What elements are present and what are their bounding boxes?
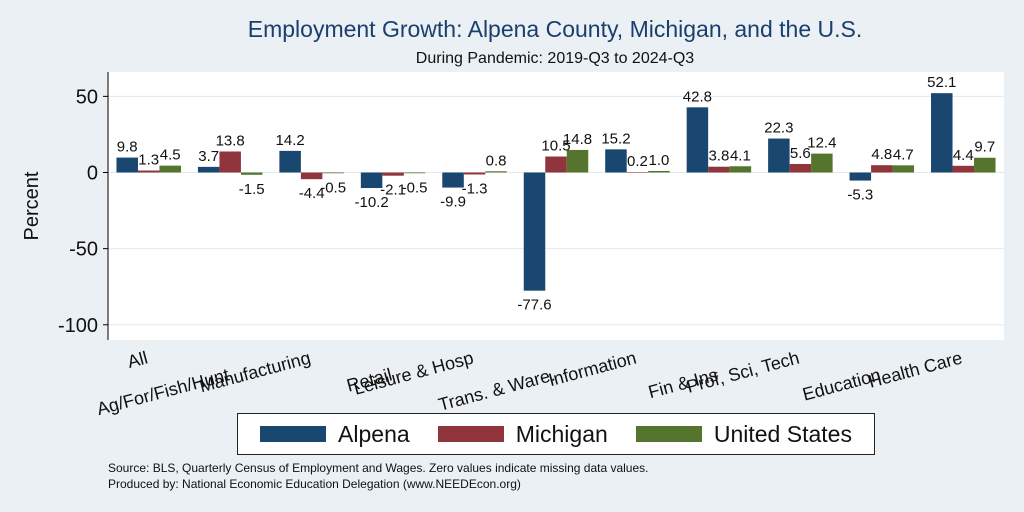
legend-item-michigan: Michigan (437, 420, 608, 448)
bar-value-label: 14.2 (276, 132, 305, 149)
footer-notes: Source: BLS, Quarterly Census of Employm… (108, 460, 648, 492)
bar-value-label: 4.7 (893, 146, 914, 163)
x-tick-label: Health Care (866, 348, 964, 392)
legend-swatch-alpena (260, 426, 327, 442)
bar-value-label: 3.8 (708, 148, 729, 165)
bar-value-label: -1.5 (239, 181, 265, 198)
bar-alpena (197, 166, 220, 173)
bar-michigan (545, 156, 567, 173)
bar-michigan (382, 172, 404, 176)
bar-alpena (279, 150, 301, 173)
bar-value-label: 4.8 (871, 146, 892, 163)
legend: Alpena Michigan United States (237, 413, 875, 455)
footer-producer: Produced by: National Economic Education… (108, 477, 521, 491)
y-tick-label: -100 (58, 315, 98, 337)
bar-alpena (931, 93, 953, 173)
bar-value-label: 13.8 (216, 132, 245, 149)
bar-alpena (686, 107, 709, 173)
bar-value-label: -5.3 (847, 187, 873, 204)
bar-united-states (240, 172, 263, 175)
bar-value-label: 1.0 (649, 152, 670, 169)
x-tick-label: Information (546, 348, 638, 391)
bar-value-label: -10.2 (354, 194, 388, 211)
bar-united-states (729, 166, 752, 173)
bar-value-label: -0.5 (402, 179, 428, 196)
bar-value-label: 0.2 (627, 153, 648, 170)
bar-value-label: 1.3 (138, 152, 159, 169)
bar-value-label: 4.4 (953, 147, 974, 164)
footer-source: Source: BLS, Quarterly Census of Employm… (108, 461, 649, 475)
bar-value-label: 52.1 (927, 74, 956, 91)
bar-united-states (159, 165, 181, 173)
bar-alpena (523, 172, 546, 291)
bar-value-label: -2.1 (380, 182, 406, 199)
bar-value-label: 3.7 (198, 148, 219, 165)
x-tick-label: Prof, Sci, Tech (684, 348, 801, 397)
bar-united-states (485, 171, 507, 173)
bar-value-label: 0.8 (486, 152, 507, 169)
bar-value-label: -4.4 (299, 185, 325, 202)
legend-item-alpena: Alpena (260, 421, 410, 448)
bar-united-states (322, 172, 344, 174)
y-tick-label: 50 (76, 86, 98, 108)
plot-background (108, 72, 1004, 340)
bar-alpena (116, 157, 138, 173)
y-axis-label: Percent (21, 171, 43, 240)
bar-alpena (605, 149, 627, 173)
y-tick-label: -50 (69, 239, 98, 261)
bar-value-label: 10.5 (541, 138, 570, 155)
bar-united-states (403, 172, 426, 174)
y-tick-label: 0 (87, 163, 98, 185)
legend-swatch-united-states (635, 426, 702, 442)
legend-label-alpena: Alpena (338, 420, 410, 447)
bar-value-label: -0.5 (320, 179, 346, 196)
bar-alpena (442, 172, 464, 188)
bar-value-label: 15.2 (601, 130, 630, 147)
bar-united-states (811, 153, 833, 173)
bar-value-label: 9.8 (117, 139, 138, 156)
bar-value-label: 14.8 (563, 131, 592, 148)
bar-michigan (300, 172, 323, 180)
bar-michigan (463, 172, 486, 175)
bar-value-label: 5.6 (790, 145, 811, 162)
legend-swatch-michigan (437, 426, 504, 442)
bar-value-label: 4.1 (730, 147, 751, 164)
x-tick-label: All (125, 348, 150, 372)
bar-united-states (974, 157, 996, 173)
bar-value-label: 12.4 (807, 135, 836, 152)
chart-title: Employment Growth: Alpena County, Michig… (247, 16, 863, 42)
chart-subtitle: During Pandemic: 2019-Q3 to 2024-Q3 (415, 50, 695, 67)
bar-alpena (360, 172, 383, 189)
bar-united-states (648, 170, 670, 173)
bar-michigan (952, 165, 975, 173)
legend-label-michigan: Michigan (515, 420, 608, 447)
bar-value-label: 4.5 (160, 147, 181, 164)
bar-michigan (219, 151, 241, 173)
bar-value-label: -9.9 (440, 194, 466, 211)
bar-michigan (789, 163, 812, 173)
bar-michigan (626, 172, 649, 173)
bar-michigan (708, 166, 730, 173)
bar-value-label: -1.3 (462, 180, 488, 197)
bar-value-label: 22.3 (764, 120, 793, 137)
bar-alpena (768, 138, 790, 173)
legend-item-united-states: United States (635, 420, 852, 448)
bar-alpena (849, 172, 872, 181)
legend-label-united-states: United States (713, 420, 852, 447)
bar-value-label: 9.7 (974, 139, 995, 156)
bar-michigan (137, 170, 160, 173)
x-tick-label: Manufacturing (197, 348, 312, 397)
bar-value-label: 42.8 (683, 88, 712, 105)
bar-united-states (892, 165, 915, 173)
bar-value-label: -77.6 (517, 297, 551, 314)
bar-united-states (566, 149, 589, 173)
bar-michigan (871, 165, 893, 173)
